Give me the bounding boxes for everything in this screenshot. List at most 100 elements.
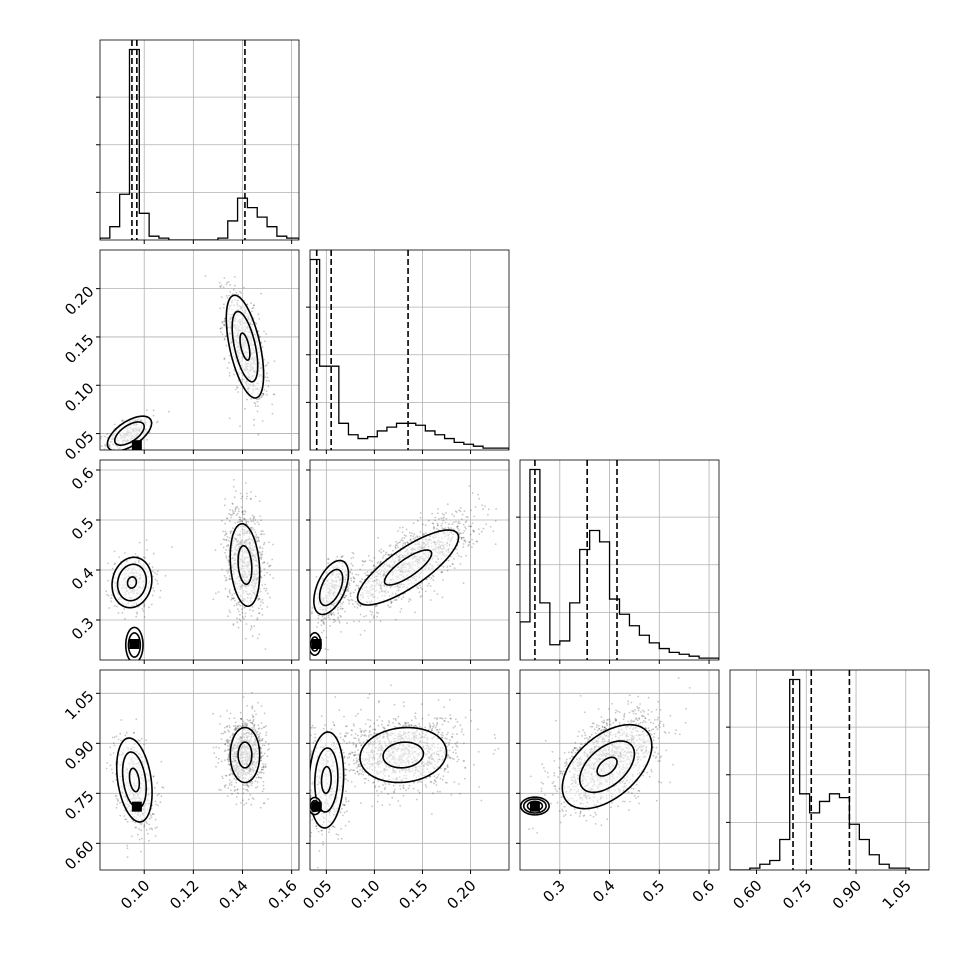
sample-point (245, 802, 248, 805)
sample-point (226, 281, 229, 284)
sample-point (417, 519, 419, 522)
sample-point (223, 338, 226, 340)
sample-point (331, 613, 333, 615)
sample-point (445, 517, 448, 520)
sample-point (228, 372, 231, 374)
sample-point (251, 782, 254, 785)
sample-point (261, 346, 264, 348)
sample-point (263, 561, 265, 564)
sample-point (389, 606, 392, 608)
sample-point (234, 508, 237, 511)
sample-point (456, 525, 459, 528)
sample-point (350, 579, 353, 582)
sample-point (434, 519, 436, 522)
sample-point (468, 540, 471, 543)
sample-point (224, 317, 226, 320)
sample-point (452, 528, 455, 531)
sample-point (230, 530, 233, 533)
sample-point (259, 740, 262, 742)
sample-point (355, 573, 358, 576)
sample-point (321, 615, 324, 618)
sample-point (372, 616, 375, 619)
sample-point (430, 577, 433, 579)
sample-point (152, 409, 155, 412)
sample-point (472, 529, 475, 532)
sample-point (258, 540, 261, 542)
sample-point (114, 605, 116, 607)
sample-point (258, 612, 260, 615)
sample-point (471, 546, 473, 548)
sample-point (234, 490, 237, 492)
density-contour (113, 421, 146, 446)
sample-point (223, 323, 226, 326)
sample-point (121, 420, 123, 422)
sample-point (229, 768, 232, 770)
sample-point (432, 527, 435, 530)
sample-point (250, 803, 253, 806)
sample-point (225, 576, 228, 579)
sample-point (418, 535, 421, 538)
sample-point (255, 713, 257, 716)
sample-point (226, 297, 229, 299)
sample-point (241, 511, 244, 514)
sample-point (337, 618, 339, 620)
sample-point (268, 380, 270, 382)
sample-point (156, 420, 159, 423)
sample-point (238, 603, 240, 606)
sample-point (222, 286, 225, 289)
sample-point (236, 386, 238, 388)
sample-point (436, 524, 439, 527)
sample-point (323, 623, 326, 625)
sample-point (460, 537, 463, 539)
sample-point (250, 706, 253, 709)
sample-point (251, 716, 254, 719)
sample-point (120, 454, 122, 456)
sample-point (233, 604, 236, 607)
sample-point (251, 707, 254, 710)
sample-point (470, 509, 472, 512)
density-contour (313, 559, 350, 616)
sample-point (119, 453, 121, 455)
sample-point (230, 598, 233, 601)
sample-point (266, 393, 268, 396)
sample-point (229, 774, 231, 776)
sample-point (253, 710, 256, 712)
sample-point (114, 423, 116, 426)
sample-point (333, 614, 336, 616)
sample-point (223, 575, 226, 577)
sample-point (260, 768, 263, 771)
sample-point (104, 435, 106, 438)
sample-point (151, 566, 154, 569)
sample-point (406, 541, 409, 544)
sample-point (219, 285, 221, 288)
sample-point (369, 620, 371, 623)
sample-point (256, 733, 258, 736)
sample-point (236, 512, 239, 515)
hist-step-line (520, 468, 719, 660)
sample-point (224, 522, 227, 525)
sample-point (127, 451, 129, 453)
sample-point (237, 379, 240, 382)
sample-point (394, 547, 397, 550)
sample-point (213, 752, 216, 754)
sample-point (401, 539, 404, 542)
sample-point (249, 794, 252, 796)
sample-point (462, 543, 465, 545)
sample-point (263, 752, 266, 755)
sample-point (250, 520, 253, 522)
sample-point (469, 533, 472, 536)
sample-point (152, 414, 155, 417)
sample-point (380, 551, 382, 554)
sample-point (317, 614, 320, 617)
density-contour (229, 522, 261, 608)
sample-point (247, 784, 250, 787)
sample-point (242, 799, 244, 802)
sample-point (371, 560, 373, 563)
sample-point (252, 520, 255, 523)
sample-point (109, 453, 111, 455)
sample-point (224, 530, 227, 533)
sample-point (320, 624, 323, 627)
sample-point (113, 563, 116, 565)
sample-point (111, 594, 113, 596)
sample-point (240, 520, 243, 523)
